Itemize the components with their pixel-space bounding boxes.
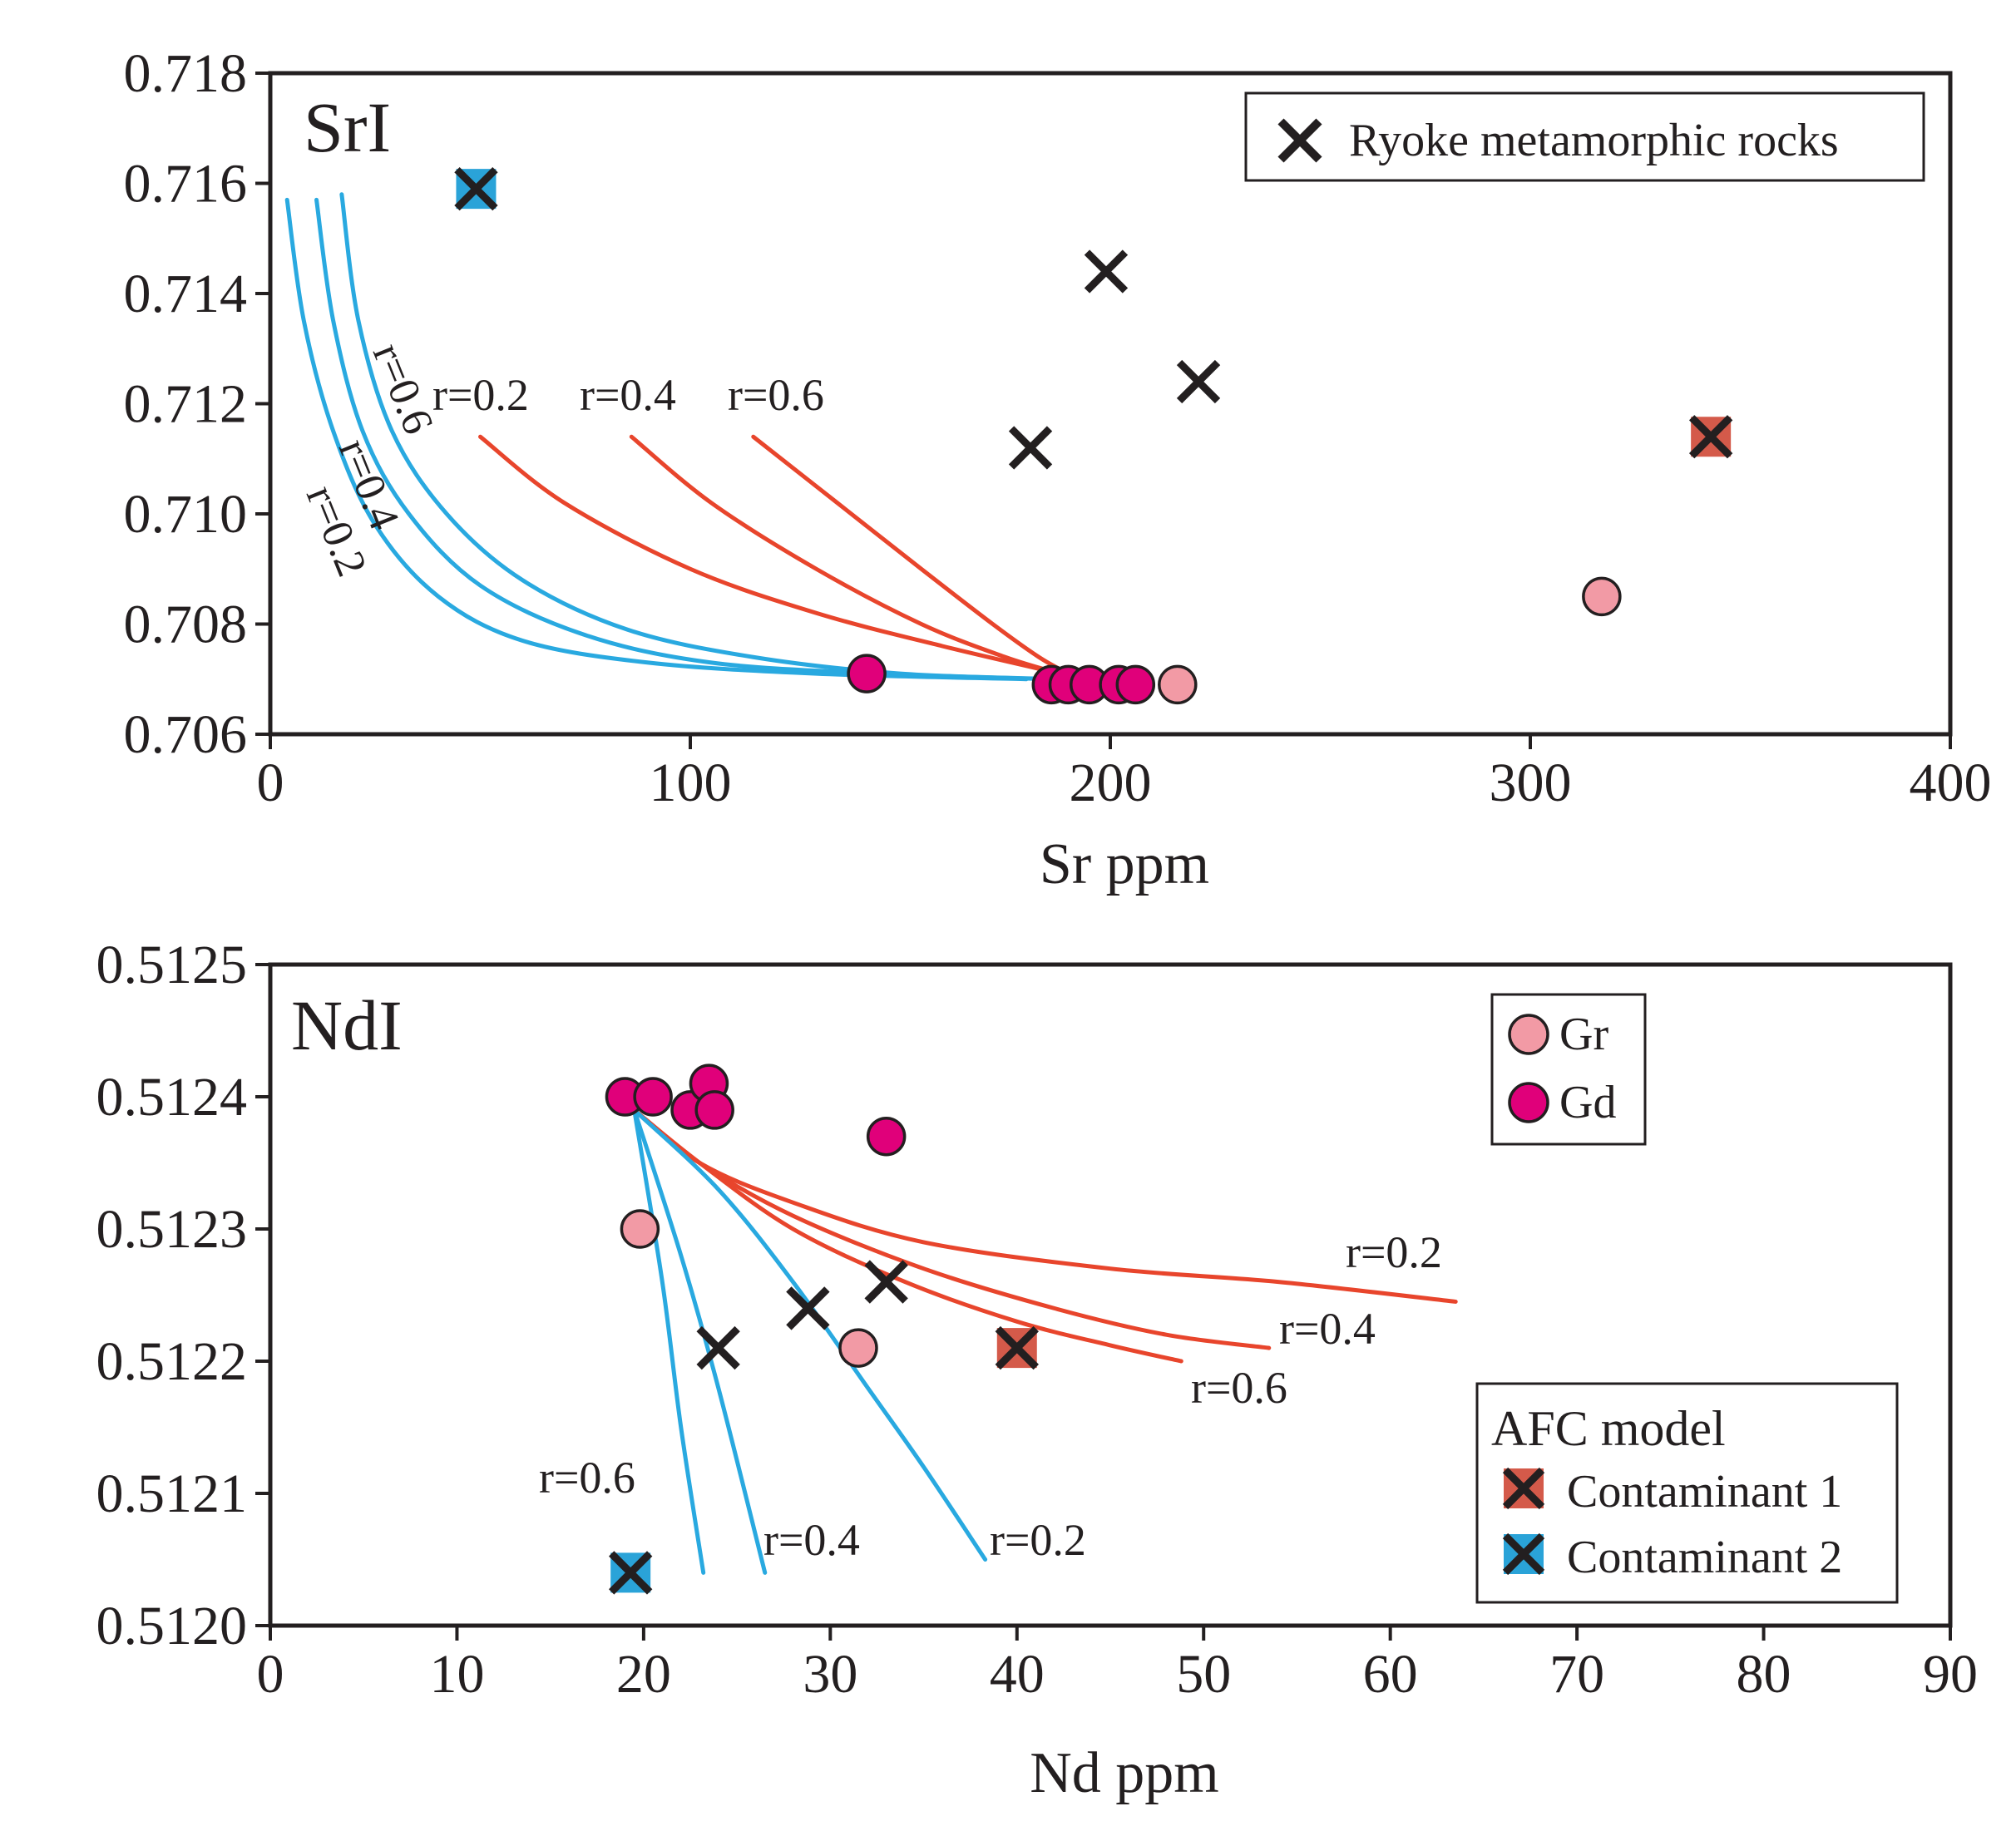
legend-contaminant2-icon	[1502, 1532, 1545, 1576]
nd-x-tick-label: 70	[1549, 1644, 1604, 1705]
sr-ticks: 0 100 200 300 400 0.706 0.708 0.710 0.712 0.714 0.…	[124, 43, 1992, 813]
sr-title: SrI	[304, 87, 391, 167]
sr-legend-label-ryoke: Ryoke metamorphic rocks	[1349, 115, 1839, 166]
nd-point-gd	[694, 1090, 734, 1130]
sr-label-red-r02: r=0.2	[432, 370, 529, 420]
sr-legend: Ryoke metamorphic rocks	[1244, 91, 1925, 182]
sr-point-contaminant-2	[454, 166, 498, 211]
nd-label-red-r06: r=0.6	[1191, 1363, 1287, 1413]
nd-afc-curve-c1-r04	[632, 1108, 1272, 1350]
sr-x-tick-label: 200	[1070, 753, 1152, 813]
sr-y-tick-label: 0.716	[124, 154, 248, 215]
nd-x-tick-label: 60	[1363, 1644, 1418, 1705]
nd-panel: 0 10 20 30 40 50 60 70 80 90 0.5120 0.5121 0.5122 0.5…	[96, 935, 1979, 1805]
nd-x-tick-label: 0	[257, 1644, 284, 1705]
nd-point-gd	[866, 1116, 907, 1157]
nd-label-red-r04: r=0.4	[1279, 1304, 1376, 1354]
nd-x-tick-label: 50	[1176, 1644, 1231, 1705]
nd-legend-label-contaminant1: Contaminant 1	[1567, 1466, 1842, 1518]
nd-title: NdI	[291, 985, 403, 1065]
nd-x-tick-label: 40	[990, 1644, 1045, 1705]
nd-afc-curve-c2-r04	[632, 1108, 768, 1575]
sr-x-tick-label: 300	[1490, 753, 1572, 813]
nd-point-gr	[838, 1328, 878, 1368]
sr-point-ryoke-metamorphic-rocks	[1084, 249, 1129, 294]
nd-label-blue-r06: r=0.6	[539, 1453, 635, 1503]
nd-afc-curve-c2-r02	[632, 1108, 988, 1562]
sr-afc-curve-c1-r02	[478, 434, 1062, 676]
nd-legend-label-contaminant2: Contaminant 2	[1567, 1532, 1842, 1583]
nd-x-tick-label: 90	[1923, 1644, 1978, 1705]
nd-legend-afc-title: AFC model	[1491, 1401, 1726, 1456]
sr-y-tick-label: 0.708	[124, 595, 248, 655]
nd-x-tick-label: 80	[1737, 1644, 1791, 1705]
legend-contaminant1-icon	[1502, 1467, 1545, 1510]
sr-point-ryoke-metamorphic-rocks	[1008, 426, 1053, 470]
sr-x-tick-label: 400	[1910, 753, 1992, 813]
sr-points	[454, 166, 1733, 705]
nd-points	[605, 1064, 1039, 1595]
sr-afc-curve-c1-r06	[751, 434, 1070, 676]
nd-label-blue-r04: r=0.4	[763, 1515, 860, 1565]
legend-cross-icon	[1277, 118, 1322, 163]
nd-plot-frame	[268, 962, 1953, 1628]
sr-point-ryoke-metamorphic-rocks	[1176, 359, 1221, 404]
nd-legend-label-gd: Gd	[1559, 1077, 1616, 1128]
nd-y-tick-label: 0.5122	[96, 1331, 248, 1392]
nd-legend-label-gr: Gr	[1559, 1009, 1608, 1060]
sr-y-tick-label: 0.710	[124, 484, 248, 545]
sr-y-tick-label: 0.712	[124, 374, 248, 435]
sr-label-red-r04: r=0.4	[580, 370, 676, 420]
sr-afc-curve-c2-r04	[314, 197, 1050, 682]
nd-label-red-r02: r=0.2	[1346, 1227, 1442, 1277]
nd-y-tick-label: 0.5124	[96, 1067, 248, 1128]
nd-legend-afc: AFC model Contaminant 1 Contaminant 2	[1475, 1382, 1899, 1604]
nd-point-gr	[620, 1209, 660, 1249]
nd-y-tick-label: 0.5120	[96, 1596, 248, 1656]
sr-y-tick-label: 0.718	[124, 43, 248, 104]
sr-panel: 0 100 200 300 400 0.706 0.708 0.710 0.712 0.714 0.…	[124, 43, 1992, 896]
sr-point-contaminant-1	[1688, 415, 1733, 459]
nd-ticks: 0 10 20 30 40 50 60 70 80 90 0.5120 0.5121 0.5122 0.5…	[96, 935, 1979, 1705]
sr-label-red-r06: r=0.6	[728, 370, 824, 420]
nd-legend-afc-box	[1475, 1382, 1899, 1604]
nd-legend-rocks: Gr Gd	[1490, 993, 1647, 1146]
sr-x-tick-label: 0	[257, 753, 284, 813]
nd-label-blue-r02: r=0.2	[990, 1515, 1086, 1565]
nd-x-axis-label: Nd ppm	[1030, 1741, 1219, 1805]
nd-y-tick-label: 0.5121	[96, 1463, 248, 1524]
nd-point-contaminant-1	[995, 1325, 1039, 1370]
sr-x-axis-label: Sr ppm	[1040, 832, 1209, 896]
sr-x-tick-label: 100	[650, 753, 732, 813]
nd-point-contaminant-2	[608, 1551, 653, 1595]
sr-point-gd	[847, 654, 887, 693]
sr-y-tick-label: 0.714	[124, 264, 248, 324]
nd-x-tick-label: 30	[803, 1644, 857, 1705]
sr-afc-curve-c2-r02	[284, 197, 1029, 682]
legend-gr-circle-icon	[1508, 1014, 1549, 1055]
sr-afc-curve-c1-r04	[629, 434, 1062, 676]
nd-point-ryoke-metamorphic-rocks	[864, 1260, 908, 1304]
sr-point-gr	[1582, 576, 1622, 617]
sr-curves	[284, 192, 1070, 682]
nd-x-tick-label: 10	[429, 1644, 484, 1705]
sr-legend-box	[1244, 91, 1925, 182]
nd-y-tick-label: 0.5125	[96, 935, 248, 995]
legend-gd-circle-icon	[1508, 1082, 1549, 1123]
nd-y-tick-label: 0.5123	[96, 1199, 248, 1260]
sr-point-gr	[1158, 664, 1198, 705]
nd-point-ryoke-metamorphic-rocks	[786, 1286, 830, 1330]
nd-x-tick-label: 20	[616, 1644, 671, 1705]
sr-point-gd	[1115, 664, 1156, 705]
nd-afc-curve-c1-r06	[632, 1108, 1183, 1364]
nd-afc-curve-c2-r06	[632, 1108, 706, 1575]
nd-point-gd	[633, 1077, 673, 1117]
sr-y-tick-label: 0.706	[124, 704, 248, 765]
nd-point-ryoke-metamorphic-rocks	[696, 1325, 740, 1370]
